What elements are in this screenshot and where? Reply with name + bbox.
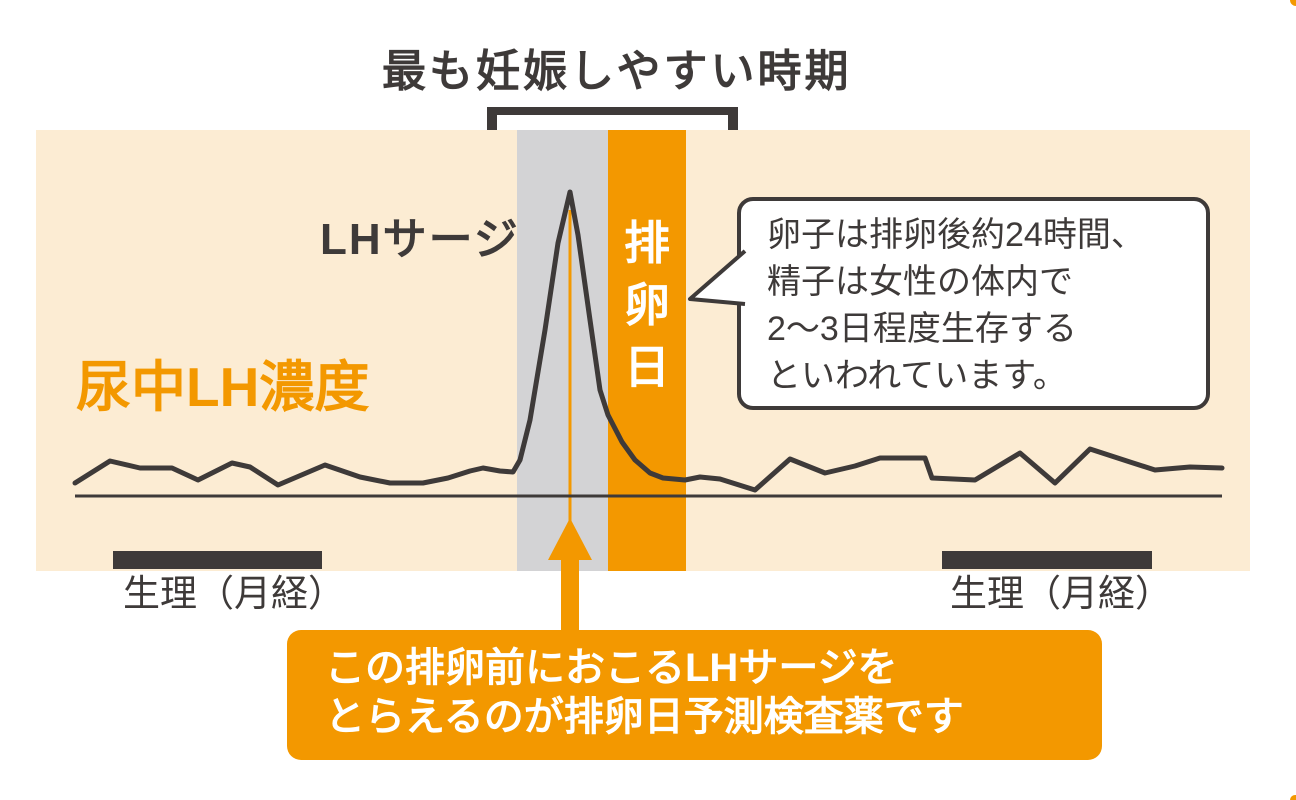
lh-surge-label: LHサージ [320, 215, 520, 264]
page-title: 最も妊娠しやすい時期 [382, 47, 852, 96]
ovulation-day-char: 卵 [624, 279, 670, 331]
callout-bubble: 卵子は排卵後約24時間、 精子は女性の体内で 2～3日程度生存する といわれてい… [737, 197, 1210, 410]
callout-line: 2～3日程度生存する [767, 310, 1077, 348]
footer-note-box: この排卵前におこるLHサージを とらえるのが排卵日予測検査薬です [287, 630, 1102, 760]
fertile-period-bracket [487, 107, 738, 133]
callout-line: といわれています。 [767, 357, 1067, 395]
callout-line: 精子は女性の体内で [767, 263, 1073, 301]
menstruation-bar-right [942, 551, 1152, 569]
ovulation-day-label: 排 卵 日 [608, 220, 686, 390]
footer-note-line: とらえるのが排卵日予測検査薬です [325, 695, 964, 739]
ovulation-day-char: 日 [624, 341, 670, 393]
y-axis-label: 尿中LH濃度 [76, 356, 370, 418]
footer-note-line: この排卵前におこるLHサージを [325, 646, 898, 690]
menstruation-label-left: 生理（月経） [123, 573, 345, 614]
ovulation-day-char: 排 [624, 217, 670, 269]
menstruation-label-right: 生理（月経） [950, 573, 1172, 614]
corner-mark-top-right [1290, 0, 1296, 6]
corner-mark-bottom-right [1290, 795, 1296, 800]
callout-line: 卵子は排卵後約24時間、 [767, 216, 1145, 254]
lh-surge-band [517, 130, 608, 571]
menstruation-bar-left [113, 551, 322, 569]
